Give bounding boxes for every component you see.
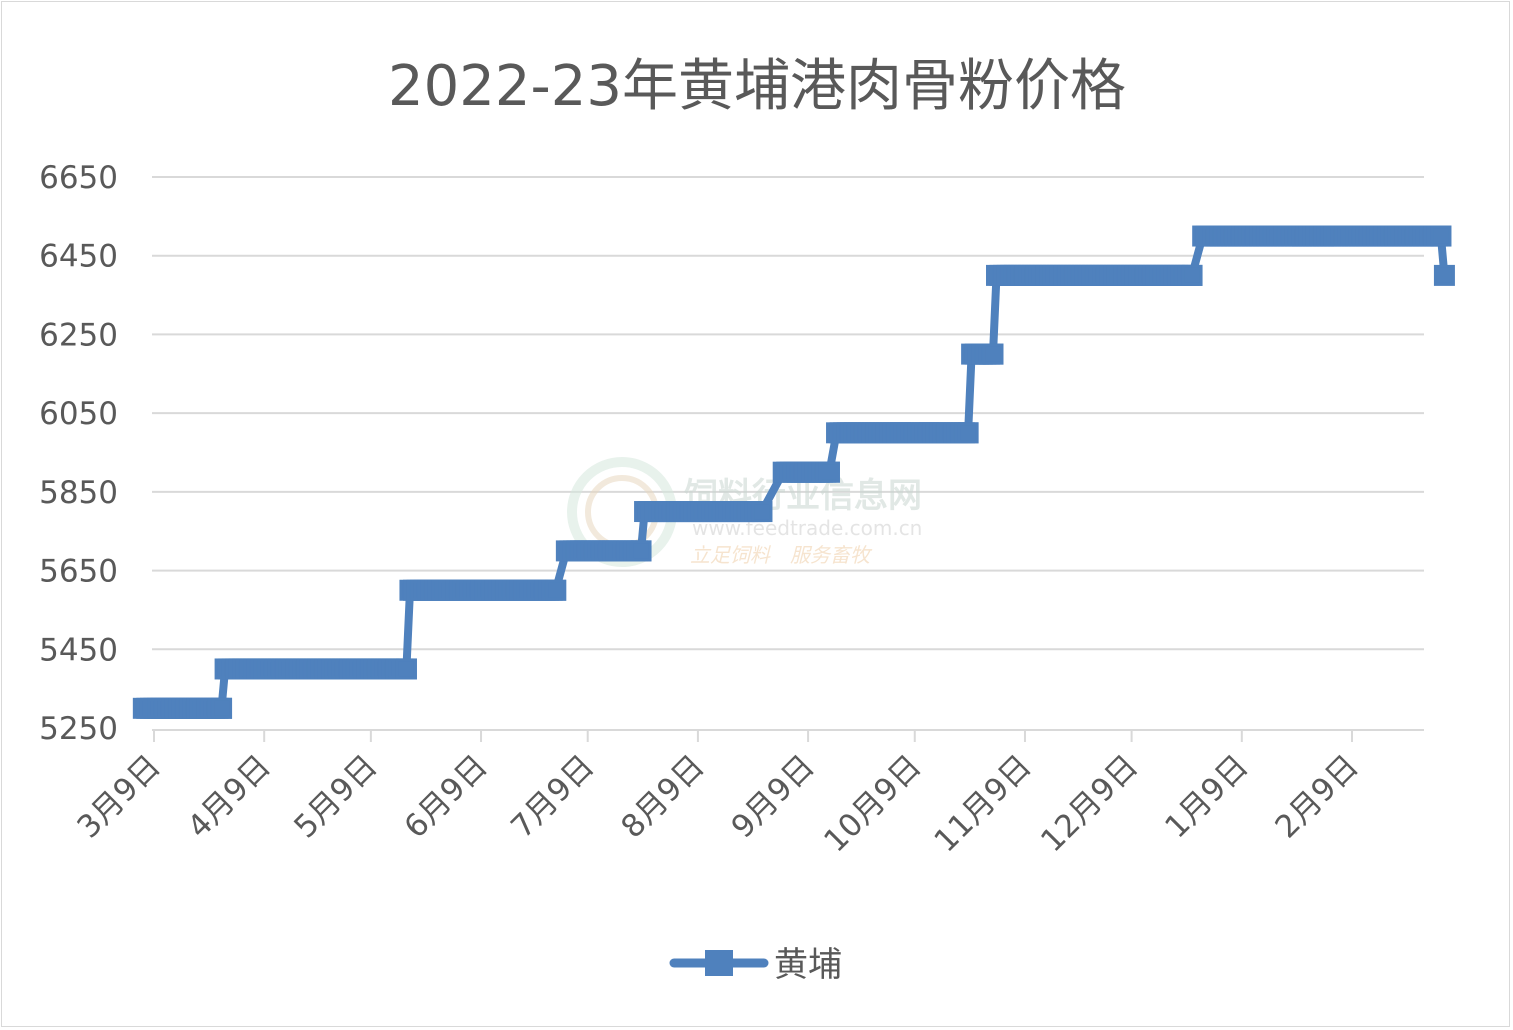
y-tick-label: 6250 xyxy=(39,317,118,353)
data-point-marker xyxy=(818,461,840,483)
x-tick-label: 6月9日 xyxy=(398,748,495,845)
x-tick-label: 7月9日 xyxy=(504,748,601,845)
x-tick-label: 9月9日 xyxy=(725,748,822,845)
watermark-slogan: 立足饲料 服务畜牧 xyxy=(690,543,873,567)
y-tick-label: 6050 xyxy=(39,396,118,432)
y-tick-label: 6650 xyxy=(39,160,118,196)
y-tick-label: 6450 xyxy=(39,239,118,275)
data-point-marker xyxy=(395,658,417,680)
data-point-marker xyxy=(751,501,773,523)
data-point-marker xyxy=(1181,264,1203,286)
x-tick-label: 2月9日 xyxy=(1268,748,1365,845)
x-tick-label: 12月9日 xyxy=(1034,748,1145,859)
grid-lines xyxy=(152,176,1424,651)
y-tick-label: 5650 xyxy=(39,554,118,590)
chart-title: 2022-23年黄埔港肉骨粉价格 xyxy=(388,54,1126,119)
x-tick-label: 8月9日 xyxy=(614,748,711,845)
data-point-marker xyxy=(982,343,1004,365)
legend-label: 黄埔 xyxy=(774,945,842,985)
data-point-marker xyxy=(957,422,979,444)
x-tick-label: 4月9日 xyxy=(181,748,278,845)
x-tick-label: 1月9日 xyxy=(1158,748,1255,845)
series-huangpu xyxy=(132,225,1455,719)
data-point-marker xyxy=(1430,225,1452,247)
x-tick-label: 5月9日 xyxy=(287,748,384,845)
x-tick-label: 10月9日 xyxy=(817,748,928,859)
series-markers xyxy=(132,225,1455,719)
data-point-marker xyxy=(545,579,567,601)
legend: 黄埔 xyxy=(669,945,842,985)
y-tick-label: 5850 xyxy=(39,475,118,511)
y-axis-tick-labels: 5250 5450 5650 5850 6050 6250 6450 6650 xyxy=(39,160,118,747)
data-point-marker xyxy=(630,540,652,562)
x-tick-label: 3月9日 xyxy=(70,748,167,845)
data-point-marker xyxy=(211,697,233,719)
legend-marker-swatch xyxy=(705,950,733,976)
data-point-marker xyxy=(1433,264,1455,286)
x-axis xyxy=(152,729,1424,742)
y-tick-label: 5250 xyxy=(39,711,118,747)
x-tick-label: 11月9日 xyxy=(927,748,1038,859)
y-tick-label: 5450 xyxy=(39,632,118,668)
